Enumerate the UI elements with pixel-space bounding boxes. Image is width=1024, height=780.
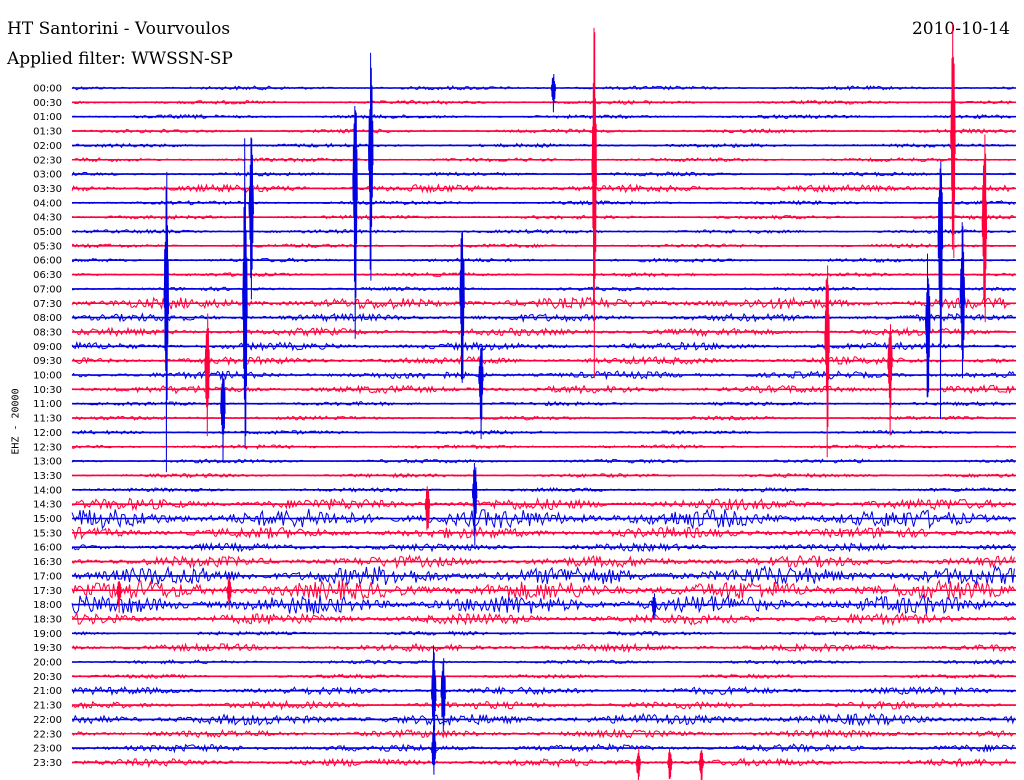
seismic-event (226, 576, 232, 611)
seismic-event (887, 324, 893, 436)
row-time-label: 20:30 (33, 672, 62, 683)
seismic-event (478, 347, 484, 440)
station-title: HT Santorini - Vourvoulos (7, 19, 231, 39)
seismic-event (651, 593, 657, 619)
row-time-label: 06:00 (33, 256, 62, 267)
row-time-label: 21:00 (33, 686, 62, 697)
row-time-label: 11:00 (33, 399, 62, 410)
seismic-event (430, 725, 437, 775)
row-time-label: 14:30 (33, 500, 62, 511)
applied-filter: Applied filter: WWSSN-SP (7, 49, 233, 69)
seismic-event (242, 138, 248, 449)
row-time-label: 06:30 (33, 270, 62, 281)
row-time-label: 00:00 (33, 84, 62, 95)
seismic-event (440, 658, 446, 733)
seismic-event (248, 137, 254, 300)
seismic-events (116, 23, 988, 780)
row-time-label: 10:30 (33, 385, 62, 396)
row-time-label: 12:30 (33, 442, 62, 453)
row-time-label: 15:30 (33, 528, 62, 539)
row-time-label: 19:00 (33, 629, 62, 640)
seismic-event (591, 27, 597, 379)
row-time-label: 13:00 (33, 457, 62, 468)
row-time-label: 10:00 (33, 371, 62, 382)
row-time-label: 07:30 (33, 299, 62, 310)
row-time-label: 17:00 (33, 571, 62, 582)
seismic-event (220, 370, 226, 463)
time-tick-labels: 00:00 00:30 01:00 01:30 02:00 02:30 03:00 03:30… (33, 84, 62, 769)
row-time-label: 02:30 (33, 155, 62, 166)
row-time-label: 17:30 (33, 586, 62, 597)
row-time-label: 16:00 (33, 543, 62, 554)
seismic-event (924, 253, 931, 398)
row-time-label: 01:30 (33, 127, 62, 138)
seismic-event (550, 73, 556, 113)
seismic-event (981, 134, 988, 323)
row-time-label: 22:30 (33, 729, 62, 740)
row-time-label: 22:00 (33, 715, 62, 726)
trace-noise (71, 183, 1015, 194)
row-time-label: 04:00 (33, 198, 62, 209)
row-time-label: 16:30 (33, 557, 62, 568)
seismic-event (163, 171, 169, 473)
seismic-event (824, 265, 830, 458)
seismic-event (666, 748, 673, 780)
seismic-event (937, 161, 944, 420)
row-time-label: 09:00 (33, 342, 62, 353)
row-time-label: 02:00 (33, 141, 62, 152)
seismic-event (204, 313, 210, 437)
seismic-event (116, 581, 122, 613)
row-time-label: 04:30 (33, 213, 62, 224)
row-time-label: 15:00 (33, 514, 62, 525)
seismic-event (424, 486, 431, 531)
seismic-event (635, 747, 641, 780)
trace-noise (71, 564, 1015, 587)
row-time-label: 18:30 (33, 614, 62, 625)
row-time-label: 19:30 (33, 643, 62, 654)
row-time-label: 12:00 (33, 428, 62, 439)
row-time-label: 01:00 (33, 112, 62, 123)
row-time-label: 03:30 (33, 184, 62, 195)
row-time-label: 08:00 (33, 313, 62, 324)
trace-baselines (72, 87, 1016, 764)
trace-noise (71, 472, 1015, 479)
row-time-label: 11:30 (33, 414, 62, 425)
row-time-label: 07:00 (33, 284, 62, 295)
row-time-label: 13:30 (33, 471, 62, 482)
seismic-event (698, 749, 704, 780)
trace-noise (71, 497, 1015, 512)
row-time-label: 14:00 (33, 485, 62, 496)
row-time-label: 00:30 (33, 98, 62, 109)
row-time-label: 05:00 (33, 227, 62, 238)
seismic-event (352, 105, 358, 339)
row-time-label: 23:30 (33, 758, 62, 769)
seismic-event (471, 462, 478, 546)
row-time-label: 09:30 (33, 356, 62, 367)
row-time-label: 03:00 (33, 170, 62, 181)
seismic-event (430, 645, 437, 765)
seismic-event (959, 222, 966, 379)
seismic-event (368, 52, 374, 281)
seismic-event (950, 23, 956, 259)
row-time-label: 20:00 (33, 658, 62, 669)
row-time-label: 21:30 (33, 701, 62, 712)
row-time-label: 18:00 (33, 600, 62, 611)
row-time-label: 23:00 (33, 744, 62, 755)
row-time-label: 05:30 (33, 241, 62, 252)
row-time-label: 08:30 (33, 327, 62, 338)
record-date: 2010-10-14 (911, 19, 1010, 39)
seismic-event (459, 231, 465, 383)
